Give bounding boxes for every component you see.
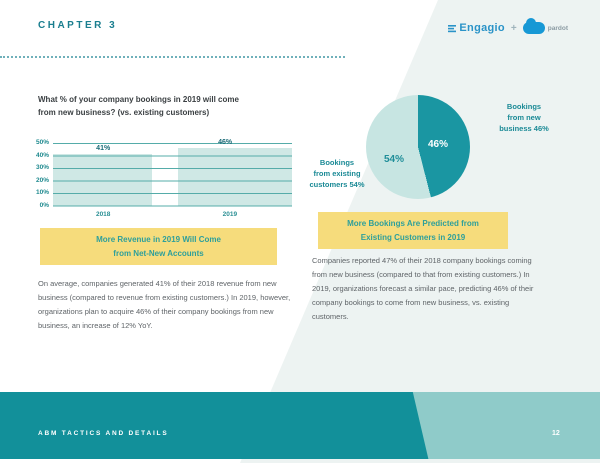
x-axis-label-2018: 2018 (95, 211, 111, 218)
x-axis-label-2019: 2019 (222, 211, 238, 218)
footer-diagonal-section (412, 392, 600, 459)
left-paragraph: On average, companies generated 41% of t… (38, 279, 291, 330)
pie-label-new-business: Bookings from new business 46% (499, 102, 549, 133)
engagio-logo-text: Engagio (459, 22, 505, 34)
engagio-logo: Engagio (448, 22, 505, 34)
survey-question: What % of your company bookings in 2019 … (38, 95, 239, 117)
page-number: 12 (552, 430, 560, 437)
bar-value-2018: 41% (96, 145, 111, 153)
y-tick: 50% (35, 139, 49, 146)
pie-chart: 46% 54% (366, 95, 470, 199)
salesforce-pardot-logo: pardot (522, 18, 568, 34)
footer-bar: ABM TACTICS AND DETAILS 12 (0, 392, 600, 459)
pie-slice-value-existing: 54% (384, 154, 405, 165)
right-paragraph: Companies reported 47% of their 2018 com… (312, 256, 534, 321)
bar-chart-plot-area: 41% 46% 2018 2019 (53, 139, 292, 218)
logo-row: Engagio + pardot (448, 18, 568, 34)
pie-label-existing-customers: Bookings from existing customers 54% (309, 158, 365, 189)
plus-separator: + (510, 22, 517, 34)
pie-slice-value-new: 46% (428, 139, 449, 150)
bookings-callout: More Bookings Are Predicted from Existin… (318, 212, 508, 249)
pardot-logo-text: pardot (547, 24, 568, 32)
salesforce-cloud-icon (522, 18, 545, 34)
y-axis-ticks: 50% 40% 30% 20% 10% 0% (31, 139, 53, 209)
revenue-callout: More Revenue in 2019 Will Come from Net-… (40, 228, 277, 265)
y-tick: 20% (35, 176, 49, 184)
y-tick: 40% (35, 151, 49, 159)
bookings-bar-chart: 50% 40% 30% 20% 10% 0% 41% 46% 2018 2019 (31, 139, 292, 218)
bar-2018 (53, 154, 153, 206)
y-tick: 0% (39, 201, 49, 209)
y-tick: 30% (35, 164, 49, 172)
dotted-separator (0, 56, 345, 58)
bar-2019 (178, 148, 292, 206)
chapter-title: CHAPTER 3 (38, 20, 118, 31)
engagio-mark-icon (448, 24, 457, 32)
y-tick: 10% (35, 189, 49, 197)
footer-section-label: ABM TACTICS AND DETAILS (38, 430, 169, 437)
bar-value-2019: 46% (218, 139, 233, 147)
